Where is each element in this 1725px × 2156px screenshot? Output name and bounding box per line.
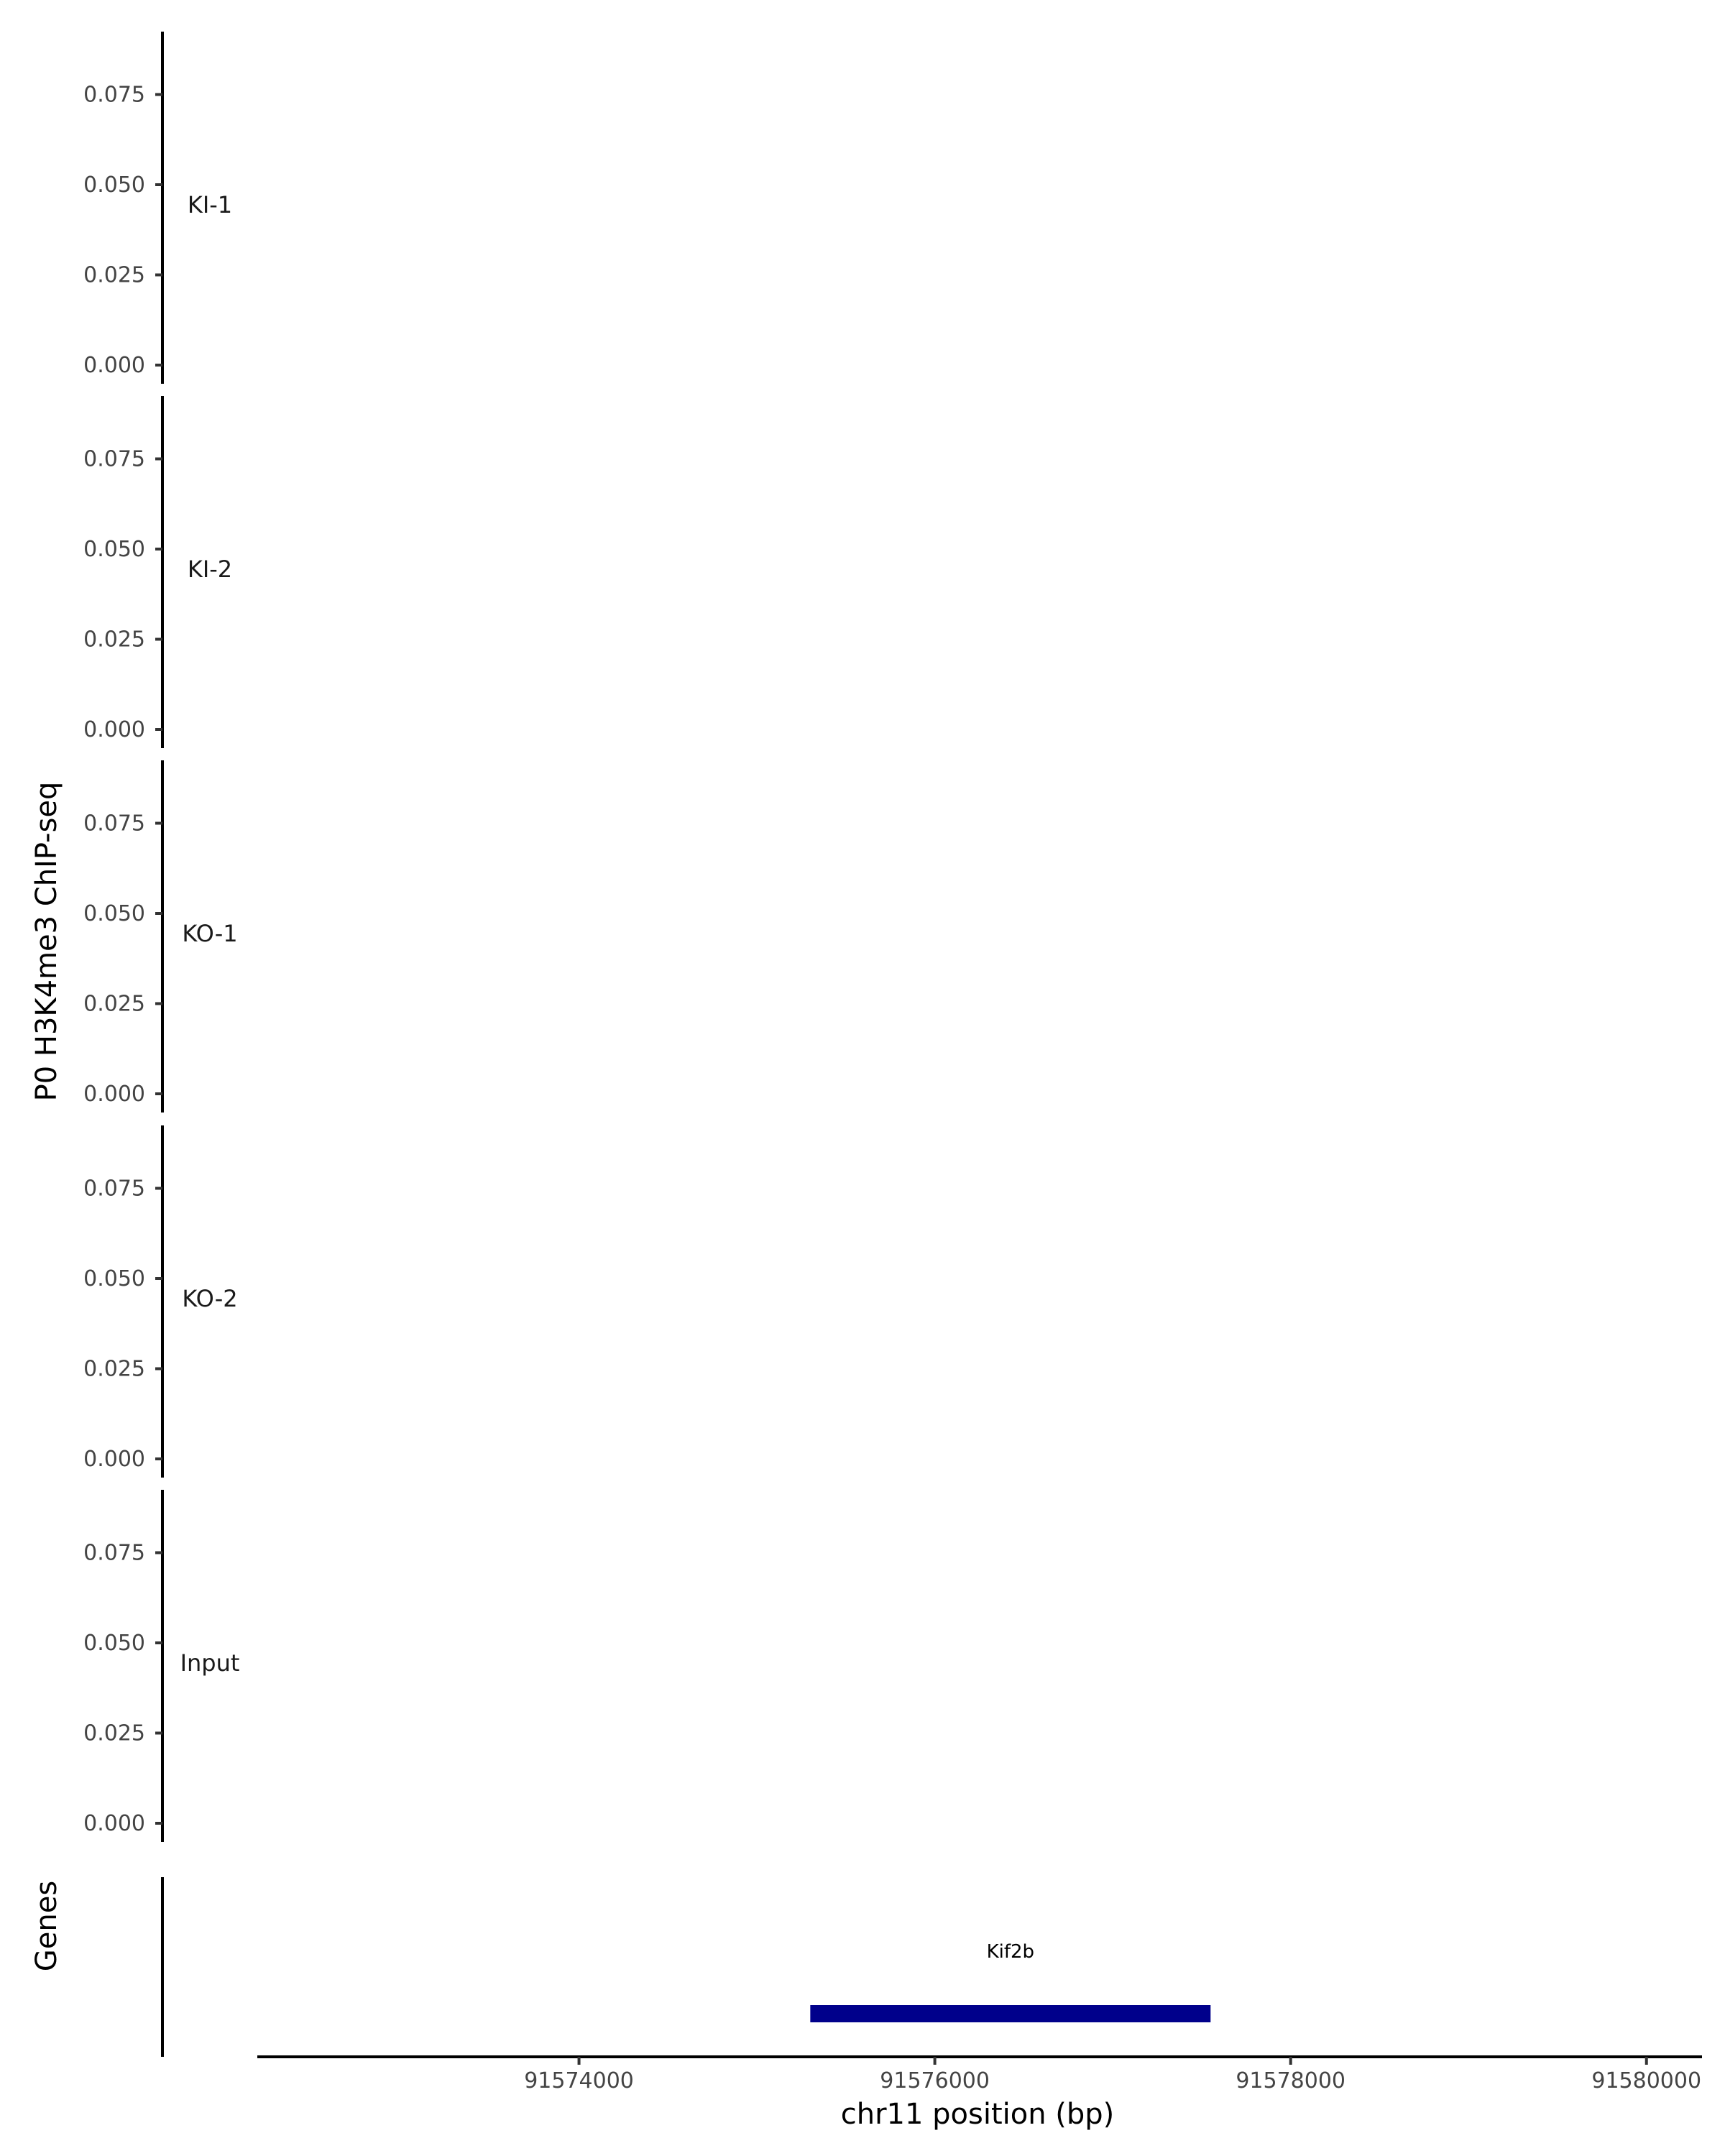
y-tick-label-input-2: 0.050 <box>83 1631 145 1656</box>
x-axis-title: chr11 position (bp) <box>841 2098 1115 2131</box>
y-tick-label-ko-2-0: 0.000 <box>83 1447 145 1472</box>
y-tick-label-ki-1-3: 0.075 <box>83 83 145 108</box>
y-tick-label-ki-1-2: 0.050 <box>83 172 145 198</box>
x-tick-label-3: 91580000 <box>1591 2068 1701 2093</box>
x-tick-label-2: 91578000 <box>1236 2068 1346 2093</box>
y-tick-label-ko-2-2: 0.050 <box>83 1266 145 1291</box>
y-tick-label-ko-1-3: 0.075 <box>83 811 145 837</box>
y-tick-label-ki-1-1: 0.025 <box>83 263 145 288</box>
y-tick-label-ki-2-2: 0.050 <box>83 537 145 562</box>
y-tick-label-ki-1-0: 0.000 <box>83 353 145 378</box>
y-tick-label-ki-2-3: 0.075 <box>83 447 145 472</box>
tracks-layer: 0.0000.0250.0500.075KI-10.0000.0250.0500… <box>83 32 240 1842</box>
genes-layer: Kif2b <box>161 1877 1211 2057</box>
track-ko-1: 0.000 0.025 0.050 0.075 KO-1 <box>83 760 238 1112</box>
y-tick-label-ko-1-0: 0.000 <box>83 1082 145 1107</box>
track-label-input: Input <box>180 1649 240 1677</box>
y-tick-label-ko-2-1: 0.025 <box>83 1357 145 1382</box>
y-tick-label-input-3: 0.075 <box>83 1541 145 1566</box>
track-label-ki-2: KI-2 <box>188 556 232 583</box>
y-tick-label-ko-2-3: 0.075 <box>83 1176 145 1202</box>
x-tick-label-0: 91574000 <box>524 2068 634 2093</box>
gene-label-kif2b: Kif2b <box>987 1941 1034 1963</box>
track-label-ko-1: KO-1 <box>182 920 237 947</box>
y-tick-label-ki-2-0: 0.000 <box>83 717 145 742</box>
y-axis-title: P0 H3K4me3 ChIP-seq <box>30 782 63 1102</box>
track-ki-1: 0.000 0.025 0.050 0.075 KI-1 <box>83 32 232 384</box>
y-tick-label-ki-2-1: 0.025 <box>83 627 145 653</box>
y-tick-label-ko-1-2: 0.050 <box>83 901 145 926</box>
track-label-ko-2: KO-2 <box>182 1285 237 1312</box>
track-input: 0.000 0.025 0.050 0.075 Input <box>83 1490 240 1842</box>
y-tick-label-input-1: 0.025 <box>83 1721 145 1746</box>
x-axis: 91574000 91576000 91578000 91580000 <box>257 2055 1702 2093</box>
track-ko-2: 0.000 0.025 0.050 0.075 KO-2 <box>83 1125 238 1478</box>
y-tick-label-input-0: 0.000 <box>83 1811 145 1836</box>
x-tick-label-1: 91576000 <box>880 2068 990 2093</box>
track-ki-2: 0.000 0.025 0.050 0.075 KI-2 <box>83 396 232 748</box>
genes-panel-title: Genes <box>30 1881 63 1971</box>
track-label-ki-1: KI-1 <box>188 191 232 218</box>
y-tick-label-ko-1-1: 0.025 <box>83 992 145 1017</box>
gene-bar-kif2b <box>810 2005 1211 2022</box>
